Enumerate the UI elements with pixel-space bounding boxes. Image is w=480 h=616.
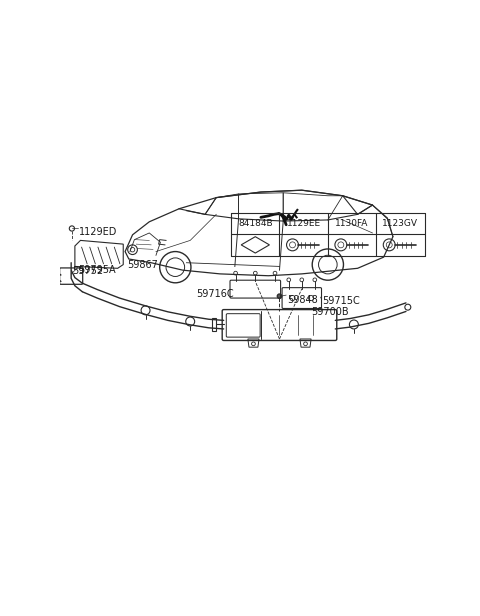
Text: 84184B: 84184B (238, 219, 273, 228)
Text: 59848: 59848 (287, 294, 318, 305)
Text: 59715C: 59715C (322, 296, 360, 306)
Text: 59700B: 59700B (311, 307, 349, 317)
Bar (34, 249, 42, 256)
Text: 1130FA: 1130FA (336, 219, 369, 228)
Text: 1129EE: 1129EE (287, 219, 321, 228)
Text: 59752: 59752 (72, 265, 103, 275)
Circle shape (277, 294, 282, 298)
Text: 59795A: 59795A (79, 265, 116, 275)
Text: 1129ED: 1129ED (79, 227, 117, 237)
Text: 1123GV: 1123GV (383, 219, 419, 228)
Text: 59716C: 59716C (196, 289, 233, 299)
Bar (212, 318, 216, 331)
Text: 59867: 59867 (127, 260, 158, 270)
